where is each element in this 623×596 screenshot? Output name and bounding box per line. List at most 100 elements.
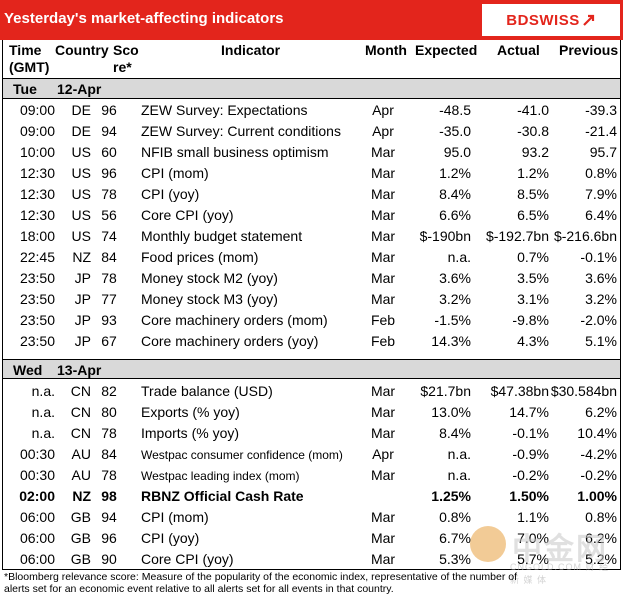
row-previous: 6.2% <box>585 530 617 546</box>
row-expected: n.a. <box>447 446 471 462</box>
row-time: 18:00 <box>19 228 55 244</box>
table-row: 23:50 JP 78 Money stock M2 (yoy) Mar 3.6% 3.5%… <box>3 268 620 289</box>
row-expected: n.a. <box>447 249 471 265</box>
row-previous: 0.8% <box>585 509 617 525</box>
table-row: 12:30 US 96 CPI (mom) Mar 1.2% 1.2% 0.8% <box>3 163 620 184</box>
row-country: JP <box>74 333 91 349</box>
footnote-line-2: alerts set for an economic event relativ… <box>4 583 394 595</box>
row-indicator: Trade balance (USD) <box>141 383 273 399</box>
row-country: GB <box>70 551 91 567</box>
row-actual: 7.0% <box>517 530 549 546</box>
row-score: 93 <box>101 312 117 328</box>
row-score: 96 <box>101 530 117 546</box>
row-expected: 3.2% <box>439 291 471 307</box>
col-score-sub: re* <box>113 59 132 75</box>
row-score: 67 <box>101 333 117 349</box>
day-header-2: Wed 13-Apr <box>3 359 620 379</box>
row-actual: -30.8 <box>517 123 549 139</box>
row-score: 77 <box>101 291 117 307</box>
row-month: Mar <box>370 144 396 160</box>
row-country: GB <box>70 509 91 525</box>
col-score: Sco <box>113 42 139 58</box>
row-previous: 6.4% <box>585 207 617 223</box>
table-row: 12:30 US 56 Core CPI (yoy) Mar 6.6% 6.5% 6.4% <box>3 205 620 226</box>
row-previous: 5.1% <box>585 333 617 349</box>
row-actual: 14.7% <box>509 404 549 420</box>
row-score: 56 <box>101 207 117 223</box>
row-indicator: Imports (% yoy) <box>141 425 240 441</box>
table-row: 12:30 US 78 CPI (yoy) Mar 8.4% 8.5% 7.9% <box>3 184 620 205</box>
row-previous: 6.2% <box>585 404 617 420</box>
row-actual: -0.2% <box>512 467 549 483</box>
row-actual: 3.1% <box>517 291 549 307</box>
row-score: 78 <box>101 467 117 483</box>
row-indicator: CPI (yoy) <box>141 186 200 202</box>
row-indicator: NFIB small business optimism <box>141 144 329 160</box>
row-expected: 3.6% <box>439 270 471 286</box>
row-score: 94 <box>101 509 117 525</box>
row-previous: -0.1% <box>580 249 617 265</box>
column-headers: Time (GMT) Country Sco re* Indicator Mon… <box>3 40 620 79</box>
row-expected: 1.25% <box>431 488 471 504</box>
row-indicator: ZEW Survey: Expectations <box>141 102 308 118</box>
row-score: 82 <box>101 383 117 399</box>
row-score: 74 <box>101 228 117 244</box>
row-month: Mar <box>370 228 396 244</box>
row-country: CN <box>70 404 91 420</box>
table-row: 23:50 JP 67 Core machinery orders (yoy) Feb 1… <box>3 331 620 352</box>
row-month: Apr <box>372 102 394 118</box>
row-month: Feb <box>370 333 396 349</box>
row-score: 78 <box>101 270 117 286</box>
row-score: 90 <box>101 551 117 567</box>
row-previous: -0.2% <box>580 467 617 483</box>
row-score: 84 <box>101 249 117 265</box>
row-country: US <box>71 186 91 202</box>
row-actual: 5.7% <box>517 551 549 567</box>
row-expected: 13.0% <box>431 404 471 420</box>
row-indicator: Money stock M3 (yoy) <box>141 291 278 307</box>
row-indicator: Exports (% yoy) <box>141 404 240 420</box>
row-time: 00:30 <box>19 467 55 483</box>
row-actual: 1.50% <box>509 488 549 504</box>
row-month: Mar <box>370 467 396 483</box>
row-time: n.a. <box>31 383 55 399</box>
row-expected: -48.5 <box>439 102 471 118</box>
row-indicator: Core machinery orders (yoy) <box>141 333 319 349</box>
row-time: 09:00 <box>19 102 55 118</box>
row-previous: 5.2% <box>585 551 617 567</box>
row-actual: 6.5% <box>517 207 549 223</box>
row-actual: 1.2% <box>517 165 549 181</box>
row-time: 06:00 <box>19 509 55 525</box>
day-date: 13-Apr <box>57 362 102 378</box>
row-country: US <box>71 165 91 181</box>
row-previous: 10.4% <box>577 425 617 441</box>
row-indicator: CPI (yoy) <box>141 530 200 546</box>
table-row: 22:45 NZ 84 Food prices (mom) Mar n.a. 0.7% -0.… <box>3 247 620 268</box>
row-score: 94 <box>101 123 117 139</box>
row-previous: 7.9% <box>585 186 617 202</box>
day-name: Tue <box>13 81 37 97</box>
row-month: Mar <box>370 186 396 202</box>
row-month: Feb <box>370 312 396 328</box>
indicator-table: Time (GMT) Country Sco re* Indicator Mon… <box>2 40 621 570</box>
row-country: DE <box>71 102 91 118</box>
row-actual: 93.2 <box>521 144 549 160</box>
row-previous: 1.00% <box>577 488 617 504</box>
table-row: n.a. CN 80 Exports (% yoy) Mar 13.0% 14.7% 6.2% <box>3 402 620 423</box>
watermark-text: 中金网 <box>512 533 608 566</box>
logo-text: BDSWISS <box>506 11 580 29</box>
row-country: NZ <box>72 488 91 504</box>
row-previous: -2.0% <box>580 312 617 328</box>
row-month: Mar <box>370 425 396 441</box>
row-country: US <box>71 144 91 160</box>
cngold-watermark: 中金网 CNGOLD.COM 财 经 新 媒 体 <box>470 522 620 585</box>
row-month: Mar <box>370 291 396 307</box>
row-indicator: CPI (mom) <box>141 509 209 525</box>
col-country: Country <box>55 42 109 58</box>
row-actual: -0.1% <box>512 425 549 441</box>
row-expected: $21.7bn <box>420 383 471 399</box>
row-country: CN <box>70 425 91 441</box>
row-month: Mar <box>370 207 396 223</box>
row-time: 23:50 <box>19 291 55 307</box>
col-expected: Expected <box>415 42 478 58</box>
